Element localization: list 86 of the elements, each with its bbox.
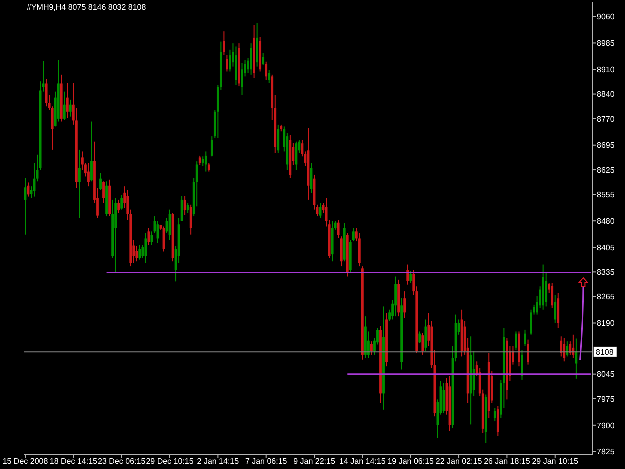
candlestick xyxy=(394,276,397,318)
candlestick xyxy=(223,31,226,56)
candlestick xyxy=(204,151,208,172)
candlestick xyxy=(340,236,343,268)
candlestick xyxy=(575,338,578,380)
candlestick xyxy=(138,244,142,260)
candlestick xyxy=(530,309,532,336)
y-tick-label: 8625 xyxy=(597,166,616,175)
y-tick-label: 8405 xyxy=(597,243,616,252)
x-tick-label: 23 Dec 06:15 xyxy=(98,456,146,466)
x-tick-label: 7 Jan 06:15 xyxy=(245,456,288,466)
candlestick xyxy=(186,202,190,214)
candlestick xyxy=(368,331,370,359)
candlestick xyxy=(521,350,524,380)
candlestick xyxy=(63,91,66,121)
candlestick xyxy=(102,181,105,204)
candlestick xyxy=(337,220,340,239)
x-tick-label: 29 Dec 10:15 xyxy=(146,456,194,466)
candlestick xyxy=(120,194,124,210)
candlestick xyxy=(69,99,72,118)
candlestick xyxy=(202,156,204,168)
candlestick xyxy=(118,199,120,214)
x-tick-label: 26 Jan 18:15 xyxy=(484,456,531,466)
candlestick xyxy=(148,228,150,246)
ref-line-label: 8108 xyxy=(596,348,614,357)
chart-title: #YMH9,H4 8075 8146 8032 8108 xyxy=(27,3,146,13)
y-tick-label: 8985 xyxy=(597,39,616,48)
candlestick xyxy=(370,341,373,356)
candlestick xyxy=(472,350,476,398)
y-tick-label: 8555 xyxy=(597,190,616,200)
candlestick xyxy=(277,124,280,154)
y-tick-label: 8335 xyxy=(597,268,616,278)
candlestick xyxy=(150,231,154,246)
candlestick xyxy=(545,272,548,308)
candlestick xyxy=(268,69,271,84)
candlestick xyxy=(45,78,48,108)
x-tick-label: 22 Jan 02:15 xyxy=(436,456,483,466)
candlestick xyxy=(554,294,557,324)
x-tick-label: 14 Jan 14:15 xyxy=(340,456,386,466)
x-tick-label: 15 Dec 2008 xyxy=(2,456,49,466)
candlestick xyxy=(418,331,422,344)
y-tick-label: 8190 xyxy=(597,319,616,328)
y-tick-label: 8695 xyxy=(597,141,616,150)
candlestick xyxy=(210,136,214,158)
x-tick-label: 2 Jan 14:15 xyxy=(197,456,240,466)
candlestick xyxy=(404,291,406,319)
candlestick xyxy=(184,196,186,216)
candlestick xyxy=(560,336,563,358)
candlestick xyxy=(424,319,428,352)
candlestick xyxy=(496,406,500,437)
candlestick xyxy=(422,332,424,356)
candlestick xyxy=(198,155,202,166)
candlestick xyxy=(144,232,148,264)
candlestick xyxy=(90,121,93,182)
y-tick-label: 7900 xyxy=(597,421,616,430)
candlestick xyxy=(226,54,228,72)
y-tick-label: 9060 xyxy=(597,12,616,22)
candlestick xyxy=(410,270,412,284)
candlestick xyxy=(494,408,496,422)
y-tick-label: 8265 xyxy=(597,292,616,302)
candlestick xyxy=(190,204,192,236)
x-tick-label: 29 Jan 10:15 xyxy=(532,456,580,466)
candlestick xyxy=(262,52,265,66)
x-tick-label: 9 Jan 22:15 xyxy=(294,456,336,466)
candlestick xyxy=(88,162,90,188)
candlestick xyxy=(524,329,526,348)
y-tick-label: 7975 xyxy=(597,394,616,404)
y-tick-label: 8480 xyxy=(597,216,616,226)
candlestick xyxy=(551,282,554,309)
x-tick-label: 18 Dec 14:15 xyxy=(50,456,98,466)
candlestick xyxy=(527,339,530,366)
candlestick xyxy=(78,149,81,219)
y-tick-label: 7825 xyxy=(597,448,616,457)
y-tick-label: 8045 xyxy=(597,370,616,380)
x-tick-label: 19 Jan 06:15 xyxy=(388,456,435,466)
candlestick xyxy=(515,331,518,351)
candlestick xyxy=(265,61,268,81)
candlestick xyxy=(563,338,566,362)
candlestick xyxy=(250,43,252,76)
candlestick xyxy=(566,341,569,358)
y-tick-label: 8770 xyxy=(597,114,616,124)
candlestick xyxy=(241,62,244,96)
y-tick-label: 8840 xyxy=(597,90,616,100)
y-tick-label: 8910 xyxy=(597,65,616,74)
candlestick xyxy=(66,82,69,119)
candlestick xyxy=(100,172,102,191)
